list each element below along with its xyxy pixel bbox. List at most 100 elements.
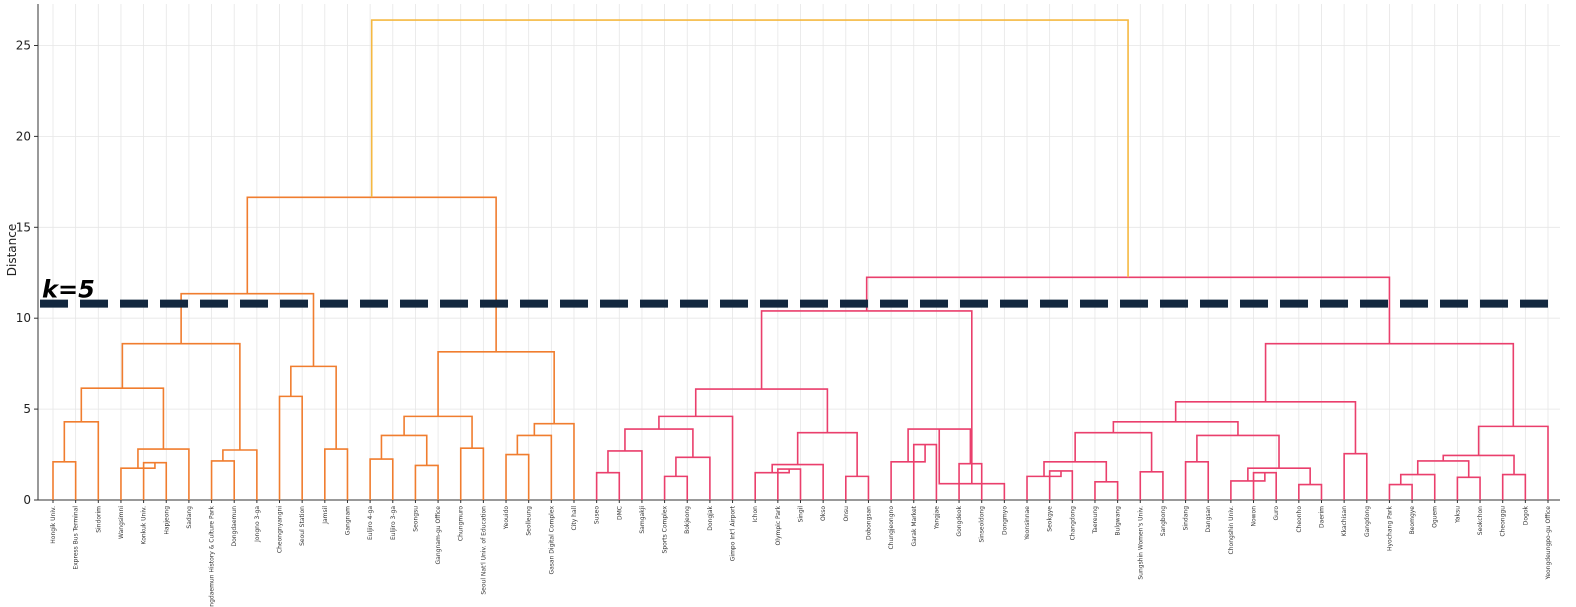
dendrogram-link bbox=[694, 388, 829, 433]
y-tick-label: 10 bbox=[16, 311, 31, 325]
leaf-label: Changdong bbox=[1069, 506, 1076, 541]
dendrogram-link bbox=[624, 428, 694, 458]
dendrogram-link bbox=[63, 421, 100, 500]
grid bbox=[38, 4, 1560, 500]
y-tick-label: 20 bbox=[16, 129, 31, 143]
dendrogram-link bbox=[370, 19, 1129, 278]
dendrogram-link bbox=[845, 475, 870, 500]
leaf-label: Seolleung bbox=[526, 506, 533, 536]
leaf-label: Dongmyo bbox=[1001, 506, 1008, 535]
leaf-label: Dongdaemun bbox=[231, 506, 238, 547]
y-axis: Distance 0 5 10 15 20 25 bbox=[5, 4, 1560, 507]
leaf-label: Nowon bbox=[1251, 506, 1258, 527]
threshold-label: k=5 bbox=[42, 276, 95, 304]
leaf-label: Cheonggu bbox=[1500, 506, 1507, 537]
leaf-label: Cheonho bbox=[1296, 506, 1303, 533]
dendrogram-link bbox=[380, 434, 428, 466]
leaf-label: Okso bbox=[820, 506, 827, 521]
dendrogram-link bbox=[505, 453, 530, 500]
leaf-label: City hall bbox=[571, 506, 578, 531]
leaf-label: Seongsu bbox=[412, 506, 419, 532]
leaf-label: Gangnam-gu Office bbox=[435, 506, 442, 565]
dendrogram-link bbox=[754, 469, 790, 500]
leaf-label: Gongdeok bbox=[956, 505, 963, 536]
dendrogram-link bbox=[121, 342, 241, 451]
leaf-label: Gasan Digital Complex bbox=[548, 506, 555, 575]
leaf-label: Yeongdeungpo-gu Office bbox=[1545, 506, 1552, 581]
leaf-label: Bulgwang bbox=[1115, 506, 1122, 536]
leaf-label: Yeouido bbox=[503, 506, 510, 531]
leaf-label: Hapjeong bbox=[163, 506, 170, 535]
dendrogram-link bbox=[607, 450, 643, 500]
leaf-label: Sungshin Women's Univ. bbox=[1137, 506, 1144, 580]
dendrogram-link bbox=[369, 458, 394, 500]
y-tick-label: 15 bbox=[16, 220, 31, 234]
leaf-label: Dongdaemun History & Culture Park bbox=[209, 505, 216, 607]
leaf-label: Oguem bbox=[1432, 506, 1439, 528]
dendrogram-link bbox=[1298, 483, 1323, 500]
leaf-label: Olympic Park bbox=[775, 505, 782, 545]
leaf-label: Seoul Nat'l Univ. of Education bbox=[480, 506, 487, 595]
leaf-label: Sinseoldong bbox=[979, 506, 986, 543]
dendrogram-link bbox=[1442, 454, 1515, 475]
leaf-label: DMC bbox=[616, 506, 623, 520]
y-tick-label: 5 bbox=[23, 402, 31, 416]
leaf-label: Singil bbox=[798, 506, 805, 523]
dendrogram-link bbox=[675, 456, 711, 500]
leaf-labels: Hongik Univ. Express Bus Terminal Sindorim… bbox=[50, 500, 1552, 607]
leaf-label: Chungmuro bbox=[458, 506, 465, 541]
dendrogram-link bbox=[595, 471, 621, 500]
leaf-label: Seokchon bbox=[1477, 506, 1484, 535]
dendrogram-link bbox=[1399, 473, 1436, 500]
leaf-label: Hongik Univ. bbox=[50, 506, 57, 544]
leaf-label: Taereung bbox=[1092, 506, 1099, 535]
dendrogram-links bbox=[52, 19, 1549, 500]
leaf-label: Konkuk Univ. bbox=[141, 506, 148, 545]
leaf-label: Sangbong bbox=[1160, 506, 1167, 536]
leaf-label: Onsu bbox=[843, 506, 850, 522]
y-axis-label: Distance bbox=[5, 224, 19, 276]
leaf-label: Euljiro 3-ga bbox=[390, 506, 397, 540]
dendrogram-link bbox=[1456, 476, 1481, 500]
dendrogram-link bbox=[120, 462, 156, 500]
leaf-label: Yeonsinnae bbox=[1024, 506, 1031, 541]
leaf-label: Sindorim bbox=[95, 506, 102, 533]
leaf-label: Sports Complex bbox=[662, 506, 669, 554]
dendrogram-link bbox=[777, 468, 802, 500]
leaf-label: Guro bbox=[1273, 506, 1280, 521]
leaf-label: Express Bus Terminal bbox=[73, 506, 80, 570]
leaf-label: Dongjak bbox=[707, 505, 714, 530]
leaf-label: Gangnam bbox=[344, 506, 351, 535]
dendrogram-link bbox=[1196, 434, 1280, 469]
dendrogram-link bbox=[516, 434, 553, 500]
leaf-label: Jamsil bbox=[322, 506, 329, 525]
leaf-label: Chungjeongno bbox=[888, 506, 895, 550]
dendrogram-link bbox=[1043, 461, 1108, 482]
leaf-label: Wangsimni bbox=[118, 506, 125, 539]
dendrogram-link bbox=[1388, 483, 1413, 500]
dendrogram-link bbox=[1139, 471, 1164, 500]
leaf-label: Garak Market bbox=[911, 505, 918, 546]
leaf-label: Chongshin Univ. bbox=[1228, 506, 1235, 555]
dendrogram-link bbox=[210, 460, 236, 500]
dendrogram-link bbox=[437, 351, 555, 424]
leaf-label: Samgakji bbox=[639, 506, 646, 534]
dendrogram-link bbox=[290, 365, 337, 450]
threshold: k=5 bbox=[40, 276, 1558, 308]
leaf-label: Sadang bbox=[186, 506, 193, 529]
leaf-label: Dogok bbox=[1522, 505, 1529, 525]
y-tick-label: 0 bbox=[23, 493, 31, 507]
dendrogram-link bbox=[1343, 452, 1368, 500]
dendrogram-link bbox=[1174, 401, 1357, 454]
dendrogram-link bbox=[324, 448, 349, 500]
dendrogram-link bbox=[663, 475, 689, 500]
dendrogram-link bbox=[1501, 473, 1527, 500]
dendrogram-link bbox=[1094, 481, 1119, 500]
dendrogram-link bbox=[414, 464, 439, 500]
leaf-label: Daerim bbox=[1318, 506, 1325, 528]
leaf-label: Dobongsan bbox=[865, 506, 872, 540]
leaf-label: Jongno 3-ga bbox=[254, 506, 261, 543]
dendrogram-link bbox=[137, 448, 190, 500]
dendrogram-link bbox=[80, 387, 165, 450]
leaf-label: Dangsan bbox=[1205, 506, 1212, 533]
